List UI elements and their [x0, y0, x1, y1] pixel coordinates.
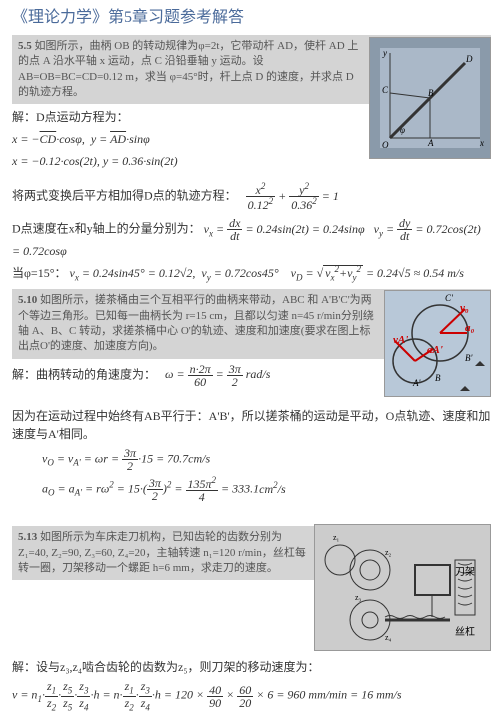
- svg-text:A: A: [427, 138, 434, 148]
- svg-text:O: O: [382, 140, 389, 150]
- fig-5-5: y x D O A φ C B: [369, 37, 491, 159]
- sol-5-5-c: D点速度在x和y轴上的分量分别为： vx = dxdt = 0.24sin(2t…: [12, 217, 491, 260]
- sol-5-10-b: 因为在运动过程中始终有AB平行于：A'B'，所以搓茶桶的运动是平动，O点轨迹、速…: [12, 407, 491, 443]
- svg-text:z₂: z₂: [385, 548, 392, 557]
- svg-text:B: B: [435, 373, 441, 383]
- svg-text:aA': aA': [427, 344, 443, 356]
- svg-text:vA': vA': [393, 334, 408, 346]
- sol-5-5-b: 将两式变换后平方相加得D点的轨迹方程： x20.122 + y20.362 = …: [12, 182, 491, 211]
- doc-title: 《理论力学》第5章习题参考解答: [12, 8, 491, 29]
- eq-5-10-3: aO = aA' = rω2 = 15·(3π2)2 = 135π24 = 33…: [42, 476, 491, 503]
- sol-5-5-d: 当φ=15°： vx = 0.24sin45° = 0.12√2, vy = 0…: [12, 263, 491, 285]
- svg-text:D: D: [465, 54, 473, 64]
- svg-text:y: y: [382, 48, 387, 58]
- svg-text:C': C': [445, 293, 454, 303]
- svg-text:φ: φ: [400, 125, 405, 135]
- eq-5-10-2: vO = vA' = ωr = 3π2·15 = 70.7cm/s: [42, 447, 491, 472]
- svg-text:C: C: [382, 85, 389, 95]
- svg-text:z₃: z₃: [355, 593, 362, 602]
- svg-text:B': B': [465, 353, 473, 363]
- fig-5-10: v₀ a₀ vA' aA' C' B' A' B: [384, 290, 491, 397]
- svg-text:刀架: 刀架: [455, 566, 475, 578]
- svg-text:丝杠: 丝杠: [455, 625, 475, 638]
- svg-text:B: B: [428, 88, 434, 98]
- fig-5-13: z₁ z₂ z₃ z₄ 刀架 丝杠: [314, 524, 491, 651]
- sol-5-13-a: 解：设与z₃,z₄啮合齿轮的齿数为z₅，则刀架的移动速度为：: [12, 658, 491, 676]
- eq-5-13-1: v = n1·z1z2·z5z5·z3z4·h = n·z1z2·z3z4·h …: [12, 680, 491, 712]
- svg-text:z₄: z₄: [385, 633, 392, 642]
- svg-text:A': A': [412, 378, 421, 388]
- svg-text:z₁: z₁: [333, 533, 340, 542]
- svg-text:x: x: [479, 138, 484, 148]
